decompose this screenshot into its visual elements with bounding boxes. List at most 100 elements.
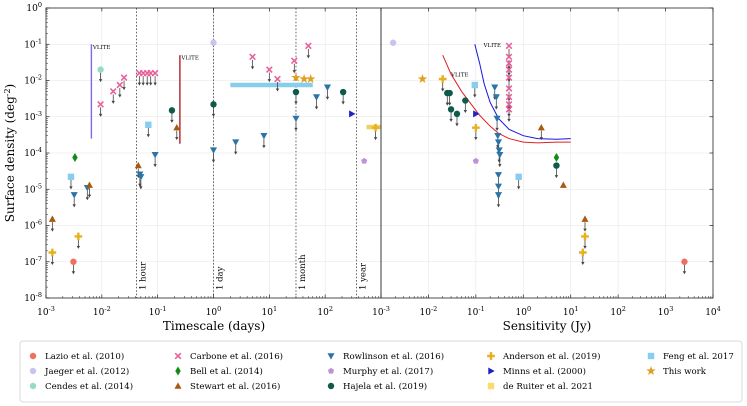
x-tick-label: 101 — [262, 305, 278, 318]
y-axis-title: Surface density (deg-2) — [3, 84, 18, 222]
data-point-cendes — [97, 66, 104, 73]
legend-box — [19, 340, 743, 403]
data-point-feng — [67, 173, 75, 181]
upper-limit-arrow — [72, 197, 76, 208]
data-point-carbone — [109, 88, 117, 95]
upper-limit-arrow — [373, 130, 378, 141]
data-point-hajela — [168, 107, 176, 114]
legend-label-stewart: Stewart et al. (2016) — [190, 381, 280, 392]
legend-label-murphy: Murphy et al. (2017) — [343, 366, 433, 377]
y-tick-label: 10-1 — [24, 37, 42, 50]
legend: Lazio et al. (2010) Jaeger et al. (2012) C… — [29, 351, 734, 392]
data-point-minns — [349, 110, 356, 118]
y-tick-label: 10-8 — [24, 291, 42, 304]
reference-line-label: 1 hour — [138, 261, 148, 290]
upper-limit-arrow — [292, 63, 296, 74]
x-tick-label: 104 — [705, 305, 721, 318]
upper-limit-arrow — [494, 100, 499, 110]
data-point-thiswork — [299, 74, 309, 84]
data-point-rowlinson — [232, 139, 240, 146]
y-tick-label: 10-7 — [24, 255, 42, 268]
data-point-bell — [553, 153, 560, 163]
upper-limit-arrow — [294, 121, 298, 131]
data-point-hajela — [446, 89, 453, 97]
data-point-thiswork — [305, 74, 316, 84]
upper-limit-arrow — [463, 103, 468, 114]
upper-limit-arrow — [153, 157, 157, 168]
legend-label-cendes: Cendes et al. (2014) — [45, 381, 133, 392]
legend-label-rowlinson: Rowlinson et al. (2016) — [343, 351, 444, 362]
upper-limit-arrow — [87, 188, 92, 198]
data-point-rowlinson — [493, 115, 501, 123]
data-point-carbone — [97, 100, 104, 108]
data-point-rowlinson — [494, 192, 503, 199]
data-point-thiswork — [291, 72, 301, 82]
grid — [46, 8, 713, 298]
data-point-rowlinson — [496, 151, 504, 159]
upper-limit-arrow — [211, 153, 216, 163]
upper-limit-arrow — [539, 130, 544, 141]
data-point-lazio — [70, 258, 77, 265]
vlite-label: VLITE — [450, 72, 468, 78]
data-point-anderson — [472, 123, 480, 132]
data-point-carbone — [151, 69, 159, 77]
vlite-label: VLITE — [180, 56, 198, 62]
legend-marker-feng — [647, 352, 655, 360]
legend-marker-minns — [488, 367, 495, 375]
data-point-stewart — [134, 161, 142, 169]
data-point-rowlinson — [491, 84, 499, 91]
x-tick-label: 10-2 — [420, 305, 438, 318]
x-tick-label: 100 — [206, 305, 222, 318]
upper-limit-arrow — [516, 179, 521, 190]
legend-label-bell: Bell et al. (2014) — [190, 366, 263, 377]
upper-limit-arrow — [122, 80, 126, 91]
upper-limit-arrow — [445, 96, 450, 106]
upper-limit-arrow — [50, 255, 55, 265]
legend-label-carbone: Carbone et al. (2016) — [190, 351, 283, 362]
data-point-carbone — [249, 53, 256, 61]
upper-limit-arrow — [111, 94, 115, 104]
data-points — [48, 39, 688, 275]
data-point-jaeger — [389, 39, 397, 46]
data-point-carbone — [505, 85, 513, 92]
data-point-anderson — [74, 232, 83, 241]
data-point-rowlinson — [494, 172, 503, 179]
x-tick-label: 10-1 — [467, 305, 485, 318]
legend-label-lazio: Lazio et al. (2010) — [45, 351, 124, 362]
data-point-anderson — [48, 248, 57, 257]
data-point-rowlinson — [494, 139, 503, 146]
legend-marker-lazio — [29, 352, 37, 360]
data-point-hajela — [453, 110, 461, 118]
data-point-anderson — [371, 123, 380, 132]
legend-marker-stewart — [174, 382, 182, 389]
data-point-carbone — [304, 42, 312, 50]
upper-limit-arrow — [682, 264, 687, 275]
data-point-rowlinson — [495, 147, 503, 154]
vlite-label: VLITE — [92, 45, 110, 51]
upper-limit-arrow — [141, 76, 145, 86]
upper-limit-arrow — [473, 88, 477, 98]
y-tick-label: 10-5 — [24, 182, 42, 195]
legend-label-minns: Minns et al. (2000) — [503, 366, 586, 377]
data-point-rowlinson — [260, 132, 268, 140]
legend-marker-bell — [175, 366, 181, 376]
upper-limit-arrow — [85, 190, 90, 201]
x-tick-label: 102 — [317, 305, 333, 318]
upper-limit-arrow — [69, 179, 73, 190]
upper-limit-arrow — [98, 107, 103, 117]
x-tick-label: 102 — [610, 305, 626, 318]
data-point-carbone — [505, 53, 513, 61]
data-point-carbone — [505, 59, 513, 67]
data-point-hajela — [292, 88, 300, 96]
legend-marker-hajela — [327, 382, 335, 390]
data-point-jaeger — [210, 39, 217, 46]
y-axis-title-main: Surface density (deg — [3, 96, 17, 222]
data-point-rowlinson — [70, 192, 78, 199]
y-axis-title-close: ) — [3, 84, 17, 89]
upper-limit-arrow — [583, 222, 587, 232]
upper-limit-arrow — [294, 95, 298, 105]
data-point-stewart — [581, 215, 589, 222]
legend-label-deruiter: de Ruiter et al. 2021 — [503, 382, 593, 392]
upper-limit-arrow — [211, 107, 216, 117]
